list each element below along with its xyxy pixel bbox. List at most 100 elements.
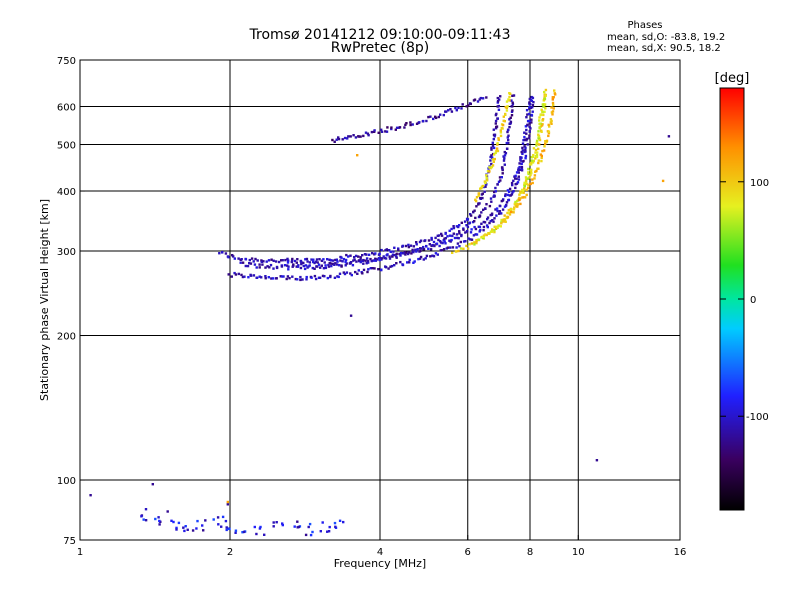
data-point bbox=[387, 267, 390, 270]
data-point bbox=[496, 101, 499, 104]
data-point bbox=[493, 195, 496, 198]
data-point bbox=[465, 244, 468, 248]
data-point bbox=[395, 252, 398, 255]
data-point bbox=[550, 122, 553, 125]
data-point bbox=[250, 257, 254, 260]
data-point bbox=[518, 165, 521, 169]
data-point bbox=[481, 184, 485, 188]
data-point bbox=[392, 250, 395, 253]
data-point bbox=[366, 270, 369, 274]
data-point bbox=[264, 277, 267, 280]
data-point bbox=[419, 239, 423, 242]
data-point bbox=[486, 216, 490, 219]
data-point bbox=[506, 105, 509, 108]
data-point bbox=[302, 261, 305, 265]
data-point bbox=[523, 196, 527, 199]
data-point bbox=[497, 137, 500, 140]
data-point bbox=[362, 134, 365, 138]
x-tick-label: 8 bbox=[527, 547, 533, 558]
data-point bbox=[354, 136, 358, 139]
data-point bbox=[364, 259, 367, 262]
data-point bbox=[365, 262, 368, 265]
data-point bbox=[505, 100, 509, 103]
data-point bbox=[241, 275, 245, 279]
data-point bbox=[175, 528, 178, 531]
data-point bbox=[493, 157, 496, 161]
data-point bbox=[509, 120, 513, 124]
data-point bbox=[429, 255, 432, 258]
data-point bbox=[511, 102, 515, 106]
chart-subtitle: RwPretec (8p) bbox=[330, 40, 430, 56]
data-point bbox=[442, 248, 446, 251]
data-point bbox=[347, 135, 350, 138]
data-point bbox=[272, 521, 275, 524]
data-point bbox=[514, 174, 517, 177]
data-point bbox=[501, 208, 505, 211]
data-point bbox=[450, 110, 454, 113]
data-point bbox=[292, 263, 295, 266]
data-point bbox=[280, 259, 283, 262]
data-point bbox=[473, 98, 477, 101]
data-point bbox=[305, 275, 308, 279]
data-point bbox=[306, 260, 309, 263]
data-point bbox=[405, 122, 408, 125]
data-point bbox=[535, 144, 538, 147]
data-point bbox=[547, 123, 550, 127]
data-point bbox=[272, 277, 275, 280]
data-point bbox=[391, 253, 395, 256]
data-point bbox=[418, 257, 422, 260]
data-point bbox=[352, 134, 355, 137]
data-point bbox=[496, 149, 500, 153]
data-point bbox=[279, 275, 282, 278]
data-point bbox=[158, 519, 161, 523]
data-point bbox=[247, 276, 250, 279]
data-point bbox=[437, 115, 440, 119]
data-point bbox=[450, 227, 453, 231]
data-point bbox=[267, 259, 271, 262]
data-point bbox=[413, 260, 416, 263]
data-point bbox=[535, 141, 538, 145]
data-point bbox=[523, 184, 526, 188]
data-point bbox=[516, 181, 520, 184]
data-point bbox=[492, 128, 495, 131]
data-point bbox=[170, 519, 173, 522]
data-point bbox=[427, 115, 430, 119]
data-point bbox=[172, 520, 175, 524]
data-point bbox=[328, 525, 331, 529]
data-point bbox=[352, 259, 355, 262]
data-point bbox=[374, 257, 377, 260]
data-point bbox=[304, 258, 307, 261]
data-point bbox=[319, 266, 322, 269]
data-point bbox=[294, 277, 297, 281]
data-point bbox=[481, 192, 484, 195]
data-point bbox=[296, 526, 299, 529]
data-point bbox=[417, 257, 420, 261]
data-point bbox=[451, 246, 455, 249]
data-point bbox=[335, 263, 339, 266]
data-point bbox=[434, 236, 437, 240]
data-point bbox=[322, 258, 325, 261]
data-point bbox=[283, 264, 287, 267]
data-point bbox=[182, 526, 185, 529]
data-point bbox=[499, 129, 502, 132]
data-point bbox=[367, 268, 370, 271]
data-point bbox=[305, 278, 308, 281]
data-point bbox=[359, 256, 362, 259]
data-point bbox=[507, 98, 510, 101]
data-point bbox=[340, 256, 343, 259]
data-point bbox=[285, 277, 288, 281]
data-point bbox=[475, 233, 479, 236]
data-point bbox=[331, 138, 334, 142]
data-point bbox=[221, 515, 225, 519]
data-point bbox=[520, 162, 523, 166]
data-point bbox=[550, 119, 553, 123]
data-point bbox=[504, 193, 507, 196]
data-point bbox=[503, 154, 507, 157]
data-point bbox=[542, 113, 545, 117]
data-point bbox=[375, 258, 379, 261]
data-point bbox=[249, 274, 253, 277]
data-point bbox=[258, 275, 261, 278]
data-point bbox=[432, 240, 436, 244]
data-point bbox=[466, 225, 470, 229]
data-point bbox=[321, 274, 325, 278]
